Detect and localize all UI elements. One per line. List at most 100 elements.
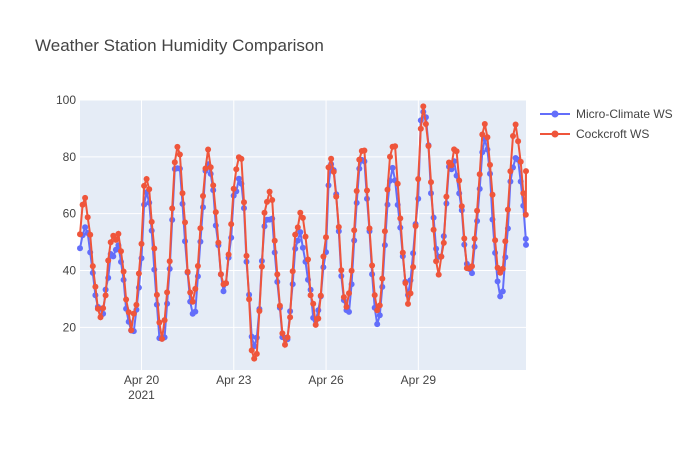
y-tick-label: 40: [63, 264, 77, 278]
data-point: [228, 221, 235, 228]
data-point: [202, 165, 209, 172]
data-point: [405, 300, 411, 307]
data-point: [194, 263, 201, 269]
data-point: [87, 231, 94, 238]
x-tick-label: Apr 29: [401, 373, 437, 387]
data-point: [374, 321, 381, 328]
data-point: [305, 256, 311, 263]
data-point: [151, 245, 158, 252]
data-point: [494, 278, 501, 285]
data-point: [138, 240, 145, 247]
data-point: [176, 151, 183, 158]
data-point: [110, 253, 117, 260]
data-point: [271, 237, 278, 244]
data-point: [184, 268, 191, 275]
data-point: [353, 188, 360, 194]
data-point: [415, 176, 422, 182]
legend[interactable]: Micro-Climate WS Cockcroft WS: [540, 107, 673, 141]
y-tick-label: 20: [63, 320, 77, 334]
data-point: [523, 168, 529, 175]
data-point: [456, 177, 463, 184]
data-point: [107, 239, 114, 246]
data-point: [297, 209, 304, 216]
data-point: [384, 186, 391, 193]
data-point: [333, 193, 340, 200]
data-point: [438, 253, 445, 260]
data-point: [430, 226, 437, 233]
data-point: [130, 310, 137, 317]
data-point: [294, 237, 301, 244]
data-point: [148, 218, 155, 225]
data-point: [200, 193, 206, 199]
data-point: [361, 147, 368, 154]
data-point: [417, 125, 424, 132]
data-point: [510, 133, 516, 139]
data-point: [192, 285, 199, 292]
data-point: [420, 103, 427, 110]
data-point: [422, 121, 429, 127]
x-tick-label: Apr 20: [124, 373, 160, 387]
data-point: [443, 193, 450, 200]
data-point: [248, 347, 255, 354]
data-point: [187, 289, 194, 296]
data-point: [146, 186, 153, 193]
data-point: [156, 319, 163, 326]
data-point: [523, 241, 529, 248]
data-point: [284, 334, 291, 341]
data-point: [123, 296, 130, 303]
data-point: [269, 197, 276, 203]
data-point: [241, 199, 247, 206]
data-point: [387, 153, 393, 160]
legend-item[interactable]: Cockcroft WS: [540, 127, 649, 141]
data-point: [492, 237, 499, 244]
data-point: [289, 268, 296, 275]
data-point: [504, 206, 511, 213]
data-point: [261, 209, 268, 216]
data-point: [253, 350, 260, 357]
data-point: [264, 198, 270, 205]
data-point: [458, 203, 465, 210]
data-point: [428, 179, 434, 186]
data-point: [105, 257, 112, 264]
data-point: [274, 271, 281, 278]
data-point: [215, 239, 222, 246]
data-point: [84, 214, 91, 221]
data-point: [205, 146, 212, 153]
data-point: [294, 224, 301, 231]
data-point: [461, 235, 468, 242]
data-point: [182, 219, 188, 226]
data-point: [397, 215, 404, 222]
legend-item[interactable]: Micro-Climate WS: [540, 107, 673, 121]
data-point: [287, 314, 294, 321]
data-point: [338, 267, 345, 274]
x-tick-label: Apr 23: [216, 373, 252, 387]
data-point: [376, 302, 383, 309]
data-point: [197, 225, 204, 232]
data-point: [394, 180, 401, 187]
data-point: [135, 270, 142, 277]
series-layer: [77, 103, 529, 362]
data-point: [448, 162, 455, 169]
data-point: [115, 230, 122, 237]
data-point: [325, 164, 332, 171]
data-point: [77, 231, 83, 238]
data-point: [517, 158, 524, 165]
data-point: [128, 327, 135, 334]
data-point: [476, 171, 483, 178]
legend-marker: [551, 110, 559, 118]
data-point: [210, 182, 217, 189]
data-point: [330, 168, 337, 175]
legend-label: Micro-Climate WS: [576, 107, 673, 121]
data-point: [328, 155, 335, 162]
data-point: [522, 235, 529, 242]
data-point: [89, 263, 96, 270]
data-point: [192, 308, 199, 315]
data-point: [102, 292, 109, 299]
data-point: [374, 307, 381, 314]
data-point: [440, 239, 447, 246]
data-point: [410, 264, 417, 270]
data-point: [499, 265, 506, 272]
chart-title: Weather Station Humidity Comparison: [35, 36, 324, 55]
